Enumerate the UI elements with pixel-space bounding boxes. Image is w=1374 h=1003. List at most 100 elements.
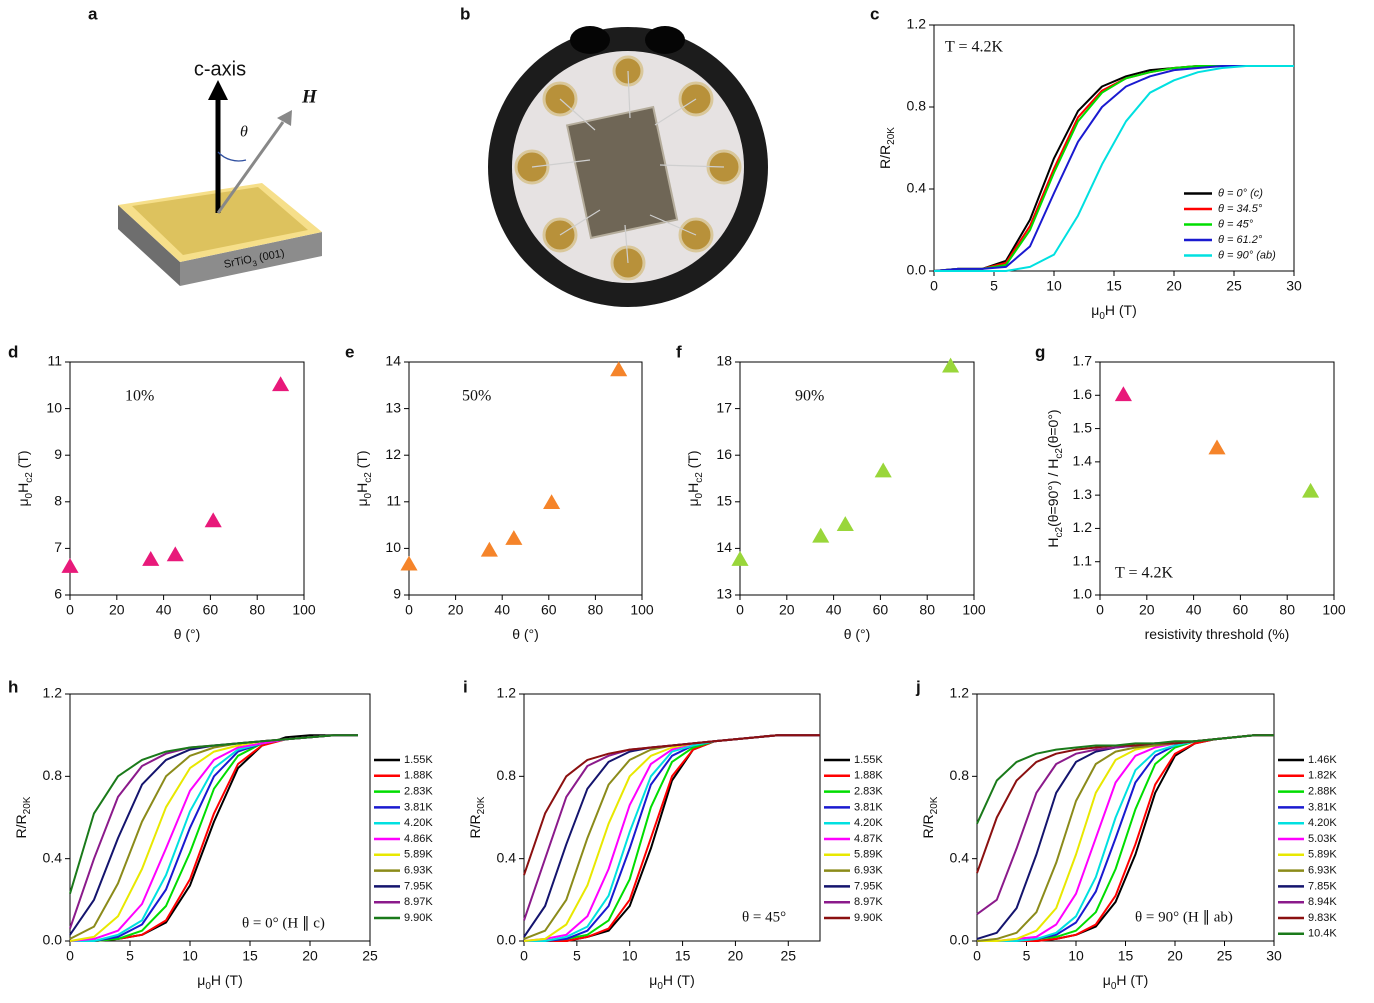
legend-label: 9.90K xyxy=(854,912,883,924)
y-axis-label-part: 20K xyxy=(886,127,897,145)
data-point xyxy=(610,361,628,377)
x-axis-label-part: θ (°) xyxy=(174,626,201,642)
y-tick-label: 15 xyxy=(716,493,732,509)
x-tick-label: 20 xyxy=(302,948,318,964)
plot-frame xyxy=(523,693,821,942)
legend-label: 3.81K xyxy=(1308,801,1337,813)
y-axis-label: μ0Hc2 (T) xyxy=(354,450,374,506)
x-axis-label: μ0H (T) xyxy=(649,972,695,992)
x-tick-label: 100 xyxy=(292,602,316,618)
y-axis-label-part: c2 xyxy=(694,472,705,483)
data-line xyxy=(976,734,1274,916)
data-line xyxy=(70,734,358,942)
data-line xyxy=(934,65,1294,272)
x-axis-label: θ (°) xyxy=(512,626,539,642)
x-tick-label: 40 xyxy=(494,602,510,618)
x-tick-label: 25 xyxy=(1226,278,1242,294)
data-point xyxy=(166,546,184,562)
panel-letter: a xyxy=(88,4,98,23)
x-tick-label: 10 xyxy=(622,948,638,964)
x-axis-label-part: θ (°) xyxy=(512,626,539,642)
x-axis-label-part: μ xyxy=(1103,972,1111,988)
y-tick-label: 8 xyxy=(54,493,62,509)
sample xyxy=(565,105,679,240)
y-axis-label: R/R20K xyxy=(13,796,33,838)
data-point xyxy=(204,512,222,528)
x-tick-label: 10 xyxy=(1068,948,1084,964)
x-tick-label: 0 xyxy=(736,602,744,618)
panel-letter: e xyxy=(345,342,354,361)
x-tick-label: 80 xyxy=(919,602,935,618)
legend-label: 8.94K xyxy=(1308,896,1337,908)
x-axis-label-part: μ xyxy=(1091,302,1099,318)
legend-label: 6.93K xyxy=(404,865,433,877)
legend-label: 1.55K xyxy=(404,754,433,766)
y-axis-label: μ0Hc2 (T) xyxy=(685,450,705,506)
y-axis-label-part: (T) xyxy=(685,450,701,472)
legend-label: 4.20K xyxy=(404,817,433,829)
y-tick-label: 14 xyxy=(716,539,732,555)
y-axis-label-part: (θ=0°) xyxy=(1045,409,1061,448)
legend-label: 7.95K xyxy=(854,880,883,892)
legend-label: 5.89K xyxy=(854,849,883,861)
x-tick-label: 100 xyxy=(1322,602,1346,618)
panel-letter: j xyxy=(915,677,921,696)
legend-label: 5.89K xyxy=(404,849,433,861)
legend-label: 5.03K xyxy=(1308,833,1337,845)
x-tick-label: 60 xyxy=(1233,602,1249,618)
annotation: 90% xyxy=(795,388,824,405)
y-tick-label: 1.2 xyxy=(43,685,63,701)
y-tick-label: 1.5 xyxy=(1073,419,1093,435)
data-point xyxy=(543,494,561,510)
y-axis-label: R/R20K xyxy=(467,796,487,838)
x-tick-label: 20 xyxy=(779,602,795,618)
panel-letter: d xyxy=(8,342,18,361)
y-tick-label: 1.2 xyxy=(1073,519,1093,535)
x-axis-label-part: H (T) xyxy=(1105,302,1137,318)
legend-label: 4.86K xyxy=(404,833,433,845)
y-tick-label: 0.0 xyxy=(43,932,63,948)
x-tick-label: 60 xyxy=(203,602,219,618)
y-tick-label: 9 xyxy=(393,586,401,602)
y-axis-label-part: c2 xyxy=(1054,526,1065,537)
y-tick-label: 13 xyxy=(385,399,401,415)
legend-label: 2.83K xyxy=(404,786,433,798)
x-tick-label: 30 xyxy=(1266,948,1282,964)
y-axis-label-part: 20K xyxy=(929,796,940,814)
x-axis-label-part: θ (°) xyxy=(844,626,871,642)
x-axis-label-part: H (T) xyxy=(663,972,695,988)
x-tick-label: 20 xyxy=(1139,602,1155,618)
x-axis-label-part: resistivity threshold (%) xyxy=(1145,626,1290,642)
y-tick-label: 11 xyxy=(386,493,401,509)
y-tick-label: 0.4 xyxy=(497,849,517,865)
substrate-part: 3 xyxy=(252,258,259,268)
legend-label: θ = 45° xyxy=(1218,218,1254,230)
x-tick-label: 25 xyxy=(362,948,378,964)
hole xyxy=(645,26,685,54)
y-axis-label-part: 0 xyxy=(363,492,374,498)
x-tick-label: 0 xyxy=(930,278,938,294)
y-tick-label: 10 xyxy=(46,399,62,415)
y-axis-label-part: R/R xyxy=(920,814,936,838)
y-axis-label-part: 0 xyxy=(24,492,35,498)
x-axis-label-part: H (T) xyxy=(211,972,243,988)
data-point xyxy=(731,551,749,566)
legend-label: 10.4K xyxy=(1308,928,1337,940)
angle-label: θ xyxy=(240,124,248,141)
substrate-part: (001) xyxy=(255,247,286,264)
plot-frame xyxy=(1099,361,1335,596)
y-axis-label-part: R/R xyxy=(13,814,29,838)
x-tick-label: 80 xyxy=(1279,602,1295,618)
film xyxy=(132,187,308,255)
x-tick-label: 0 xyxy=(520,948,528,964)
y-tick-label: 16 xyxy=(716,446,732,462)
legend-label: 4.87K xyxy=(854,833,883,845)
legend-label: 8.97K xyxy=(854,896,883,908)
y-axis-label-part: μ xyxy=(354,498,370,506)
y-axis-label-part: (θ=90°) / H xyxy=(1045,459,1061,527)
